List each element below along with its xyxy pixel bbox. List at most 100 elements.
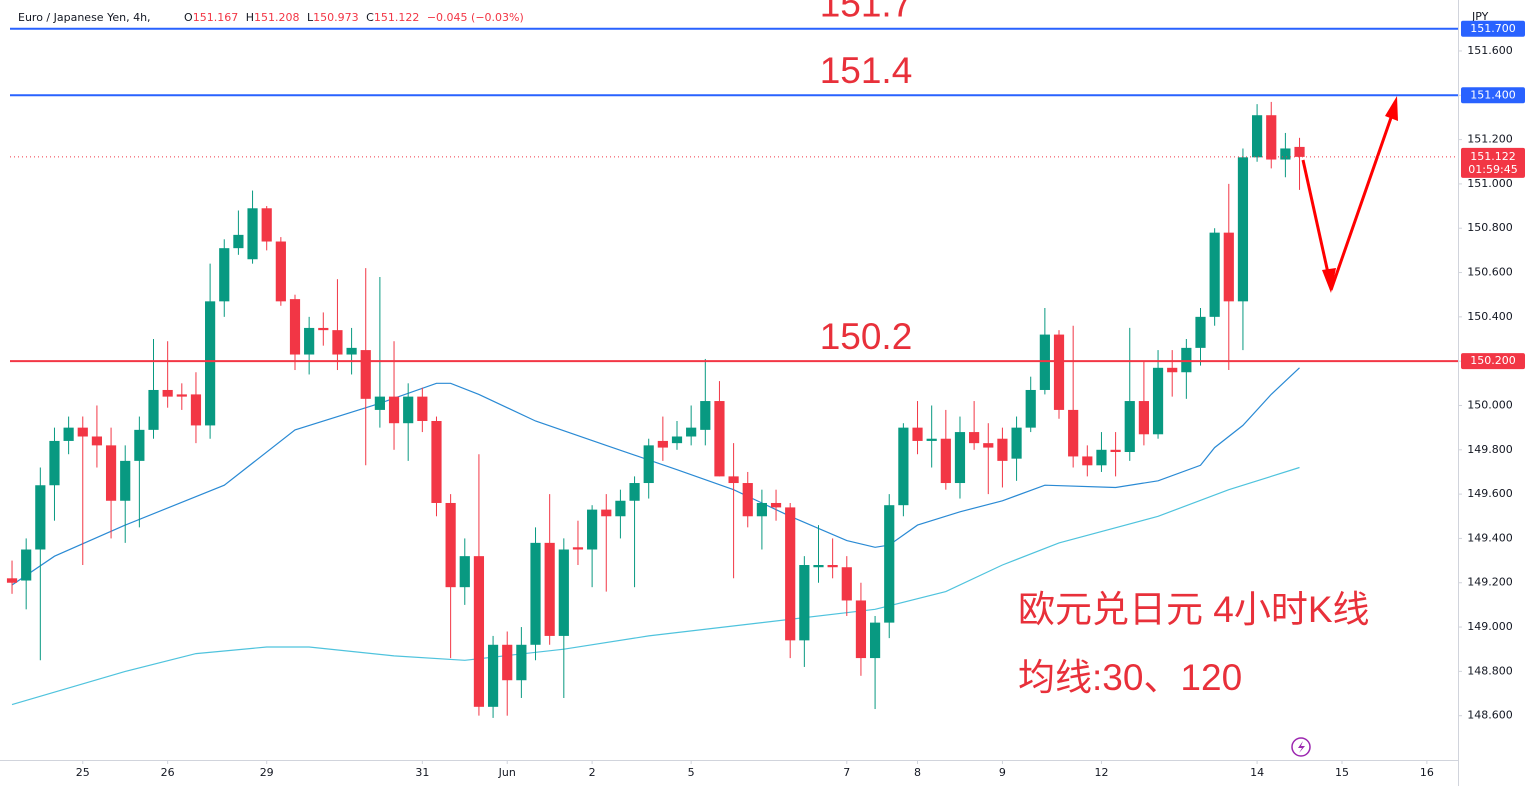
candle-body <box>459 556 470 588</box>
currency: JPY <box>1471 10 1489 23</box>
level-label-box <box>1461 353 1525 370</box>
moving-average <box>11 466 1300 706</box>
candle-body <box>388 396 400 424</box>
x-tick-label: 5 <box>688 766 695 779</box>
y-tick-label: 150.600 <box>1467 266 1513 279</box>
candle-body <box>926 438 937 441</box>
candle-body <box>615 500 626 517</box>
candle-body <box>1096 449 1107 466</box>
candle-body <box>558 549 569 636</box>
y-tick-label: 149.600 <box>1467 487 1513 500</box>
y-tick-label: 149.200 <box>1467 576 1513 589</box>
candle-body <box>431 420 442 503</box>
y-tick-label: 150.000 <box>1467 398 1513 411</box>
candle-body <box>417 396 428 421</box>
candle-body <box>997 438 1008 461</box>
x-tick-label: 26 <box>161 766 175 779</box>
candle-body <box>1237 157 1249 302</box>
candle-body <box>1110 449 1121 453</box>
candle-body <box>289 299 301 355</box>
candle-body <box>247 208 258 260</box>
candle-body <box>827 565 838 568</box>
note: 欧元兑日元 4小时K线 <box>1018 589 1370 630</box>
plot-area <box>6 101 1305 718</box>
x-tick-label: 2 <box>589 766 596 779</box>
arrow-up <box>1329 111 1395 291</box>
candle-body <box>799 565 810 641</box>
candle-body <box>1280 148 1291 160</box>
candle-body <box>700 401 711 430</box>
level-label: 150.200 <box>1470 354 1516 367</box>
candle-body <box>813 565 824 568</box>
candle-body <box>403 396 414 424</box>
candle-body <box>275 241 286 302</box>
candle-body <box>643 445 654 484</box>
candle-body <box>105 445 117 501</box>
y-tick-label: 151.200 <box>1467 133 1513 146</box>
x-tick-label: 29 <box>260 766 274 779</box>
candle-body <box>445 502 456 588</box>
candle-body <box>176 394 187 397</box>
ohlc-label: H <box>246 11 254 24</box>
candle-body <box>360 350 371 399</box>
x-tick-label: 9 <box>999 766 1006 779</box>
y-tick-label: 149.000 <box>1467 620 1513 633</box>
annotation: 151.7 <box>820 0 913 25</box>
candle-body <box>1266 115 1277 160</box>
candle-body <box>671 436 683 444</box>
candle-body <box>77 427 88 437</box>
candle-body <box>35 485 46 550</box>
level-label: 151.700 <box>1470 22 1516 35</box>
candle-body <box>162 389 173 397</box>
candle-body <box>770 502 782 508</box>
ohlc-label: O <box>184 11 193 24</box>
x-tick-label: 12 <box>1094 766 1108 779</box>
candle-body <box>1294 146 1305 157</box>
candle-body <box>63 427 74 441</box>
event-bolt[interactable] <box>1298 741 1305 753</box>
ohlc-value: 151.167 <box>193 11 239 24</box>
candle-body <box>544 542 555 636</box>
candle-body <box>629 483 640 501</box>
candle-body <box>983 443 994 448</box>
y-tick-label: 150.400 <box>1467 310 1513 323</box>
x-tick-label: 15 <box>1335 766 1349 779</box>
candle-body <box>884 505 895 623</box>
ohlc-value: 151.122 <box>374 11 420 24</box>
candle-body <box>134 429 145 461</box>
candle-body <box>841 567 852 601</box>
candle-body <box>516 644 527 681</box>
arrow-down <box>1301 159 1332 283</box>
candle-body <box>1223 232 1234 302</box>
candle-body <box>6 578 18 583</box>
event-circle[interactable] <box>1291 737 1311 757</box>
level-label-box <box>1461 87 1525 104</box>
candle-body <box>374 396 385 410</box>
ohlc-value: 151.208 <box>254 11 300 24</box>
candle-body <box>940 438 951 484</box>
candle-body <box>728 476 739 484</box>
y-tick-label: 149.800 <box>1467 443 1513 456</box>
candle-body <box>869 622 881 659</box>
candle-body <box>1138 401 1149 435</box>
candle-body <box>304 327 315 355</box>
candle-body <box>1167 367 1178 373</box>
y-tick-label: 148.800 <box>1467 664 1513 677</box>
y-tick-label: 151.000 <box>1467 177 1513 190</box>
candle-body <box>1053 334 1065 410</box>
annotation: 150.2 <box>820 316 913 357</box>
candle-body <box>954 432 966 484</box>
candle-body <box>205 301 216 426</box>
candle-body <box>1068 409 1079 457</box>
candle-body <box>148 389 159 430</box>
candle-body <box>1195 316 1206 348</box>
x-tick-label: 14 <box>1250 766 1264 779</box>
candle-body <box>346 347 357 355</box>
arrows <box>1301 96 1398 293</box>
candle-body <box>742 483 753 517</box>
candle-body <box>1025 389 1036 428</box>
x-tick-label: 16 <box>1420 766 1434 779</box>
event-icon[interactable] <box>1291 737 1311 757</box>
candle-body <box>233 234 244 249</box>
